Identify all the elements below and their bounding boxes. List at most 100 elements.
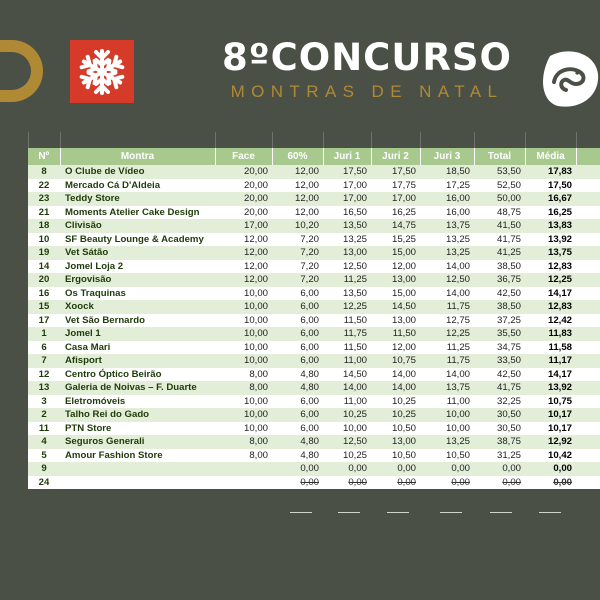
- cell-media: 11,17: [525, 354, 576, 368]
- cell-60: 4,80: [272, 381, 323, 395]
- cell-face: 20,00: [215, 165, 272, 179]
- cell-juri2: 0,00: [371, 475, 420, 489]
- table-row: 2 Talho Rei do Gado 10,00 6,00 10,25 10,25 10,…: [28, 408, 600, 422]
- cell-media: 12,83: [525, 300, 576, 314]
- table-row: 21 Moments Atelier Cake Design 20,00 12,00 1…: [28, 205, 600, 219]
- col-header-number: Nº: [28, 148, 61, 165]
- cell-juri2: 10,75: [371, 354, 420, 368]
- cell-face: 20,00: [215, 192, 272, 206]
- cell-60: 6,00: [272, 421, 323, 435]
- cell-60: 6,00: [272, 394, 323, 408]
- cell-60: 12,00: [272, 178, 323, 192]
- cell-montra: Seguros Generali: [60, 435, 215, 449]
- cell-juri1: 12,50: [323, 259, 371, 273]
- cell-extra: 5: [576, 286, 600, 300]
- cell-juri3: 10,50: [420, 448, 474, 462]
- col-header-juri2: Juri 2: [371, 148, 421, 165]
- cell-face: 10,00: [215, 313, 272, 327]
- cell-montra: Casa Mari: [60, 340, 215, 354]
- cell-montra: PTN Store: [60, 421, 215, 435]
- cell-extra: 7: [576, 178, 600, 192]
- cell-juri2: 10,25: [371, 408, 420, 422]
- table-row: 14 Jomel Loja 2 12,00 7,20 12,50 12,00 14,00 38…: [28, 259, 600, 273]
- cell-juri3: 11,75: [420, 300, 474, 314]
- cell-extra: 5: [576, 219, 600, 233]
- cell-juri1: 11,75: [323, 327, 371, 341]
- cell-juri3: 18,50: [420, 165, 474, 179]
- cell-60: 6,00: [272, 327, 323, 341]
- table-row: 16 Os Traquinas 10,00 6,00 13,50 15,00 14,00 42…: [28, 286, 600, 300]
- cell-60: 6,00: [272, 354, 323, 368]
- cell-juri3: 13,25: [420, 435, 474, 449]
- cell-number: 18: [28, 219, 60, 233]
- table-row: 19 Vet Sátão 12,00 7,20 13,00 15,00 13,25 41,25…: [28, 246, 600, 260]
- cell-juri2: 10,50: [371, 448, 420, 462]
- cell-juri1: 0,00: [323, 475, 371, 489]
- cell-face: 8,00: [215, 381, 272, 395]
- cell-media: 12,83: [525, 259, 576, 273]
- cell-total: 52,50: [474, 178, 525, 192]
- cell-juri1: 13,25: [323, 232, 371, 246]
- cell-underlines: [28, 512, 600, 516]
- cell-number: 4: [28, 435, 60, 449]
- cell-extra: 5: [576, 259, 600, 273]
- cell-extra: 5: [576, 367, 600, 381]
- cell-face: 20,00: [215, 205, 272, 219]
- cell-number: 3: [28, 394, 60, 408]
- cell-juri1: 14,50: [323, 367, 371, 381]
- cell-juri2: 15,25: [371, 232, 420, 246]
- snowflake-logo: [70, 40, 134, 103]
- cell-face: 12,00: [215, 246, 272, 260]
- table-row: 22 Mercado Cá D'Aldeia 20,00 12,00 17,00 17,7…: [28, 178, 600, 192]
- table-row: 23 Teddy Store 20,00 12,00 17,00 17,00 16,00 50…: [28, 192, 600, 206]
- cell-total: 31,25: [474, 448, 525, 462]
- cell-juri3: 12,50: [420, 273, 474, 287]
- cell-media: 12,42: [525, 313, 576, 327]
- cell-media: 11,83: [525, 327, 576, 341]
- table-row: 12 Centro Óptico Beirão 8,00 4,80 14,50 14,00…: [28, 367, 600, 381]
- cell-juri3: 0,00: [420, 475, 474, 489]
- cell-juri3: 17,25: [420, 178, 474, 192]
- cell-total: 41,25: [474, 246, 525, 260]
- cell-extra: 4: [576, 354, 600, 368]
- cell-montra: Os Traquinas: [60, 286, 215, 300]
- cell-total: 35,50: [474, 327, 525, 341]
- cell-total: 38,75: [474, 435, 525, 449]
- cell-juri2: 12,00: [371, 259, 420, 273]
- cell-montra: [60, 475, 215, 489]
- cell-extra: 4: [576, 273, 600, 287]
- cell-extra: 7: [576, 165, 600, 179]
- cell-juri1: 16,50: [323, 205, 371, 219]
- cell-juri1: 11,00: [323, 354, 371, 368]
- cell-extra: 0: [576, 475, 600, 489]
- cell-juri2: 14,50: [371, 300, 420, 314]
- cell-number: 2: [28, 408, 60, 422]
- cell-juri1: 13,50: [323, 219, 371, 233]
- cell-number: 15: [28, 300, 60, 314]
- cell-juri2: 16,25: [371, 205, 420, 219]
- cell-juri1: 13,50: [323, 286, 371, 300]
- cell-60: 6,00: [272, 313, 323, 327]
- cell-juri2: 11,50: [371, 327, 420, 341]
- cell-total: 30,50: [474, 421, 525, 435]
- cell-montra: Jomel 1: [60, 327, 215, 341]
- table-row: 20 Ergovisão 12,00 7,20 11,25 13,00 12,50 36,75…: [28, 273, 600, 287]
- cell-montra: [60, 462, 215, 476]
- cell-60: 7,20: [272, 259, 323, 273]
- cell-media: 17,50: [525, 178, 576, 192]
- table-row: 11 PTN Store 10,00 6,00 10,00 10,50 10,00 30,50…: [28, 421, 600, 435]
- cell-media: 0,00: [525, 462, 576, 476]
- cell-montra: Galeria de Noivas – F. Duarte: [60, 381, 215, 395]
- left-logo-icon: [0, 40, 43, 102]
- cell-montra: Clivisão: [60, 219, 215, 233]
- table-row: 240,000,000,000,000,000,000: [28, 475, 600, 489]
- cell-number: 1: [28, 327, 60, 341]
- cell-media: 10,75: [525, 394, 576, 408]
- table-row: 3 Eletromóveis 10,00 6,00 11,00 10,25 11,00 32,…: [28, 394, 600, 408]
- cell-total: 33,50: [474, 354, 525, 368]
- cell-juri3: 0,00: [420, 462, 474, 476]
- cell-face: 8,00: [215, 367, 272, 381]
- cell-face: 10,00: [215, 340, 272, 354]
- cell-extra: 0: [576, 462, 600, 476]
